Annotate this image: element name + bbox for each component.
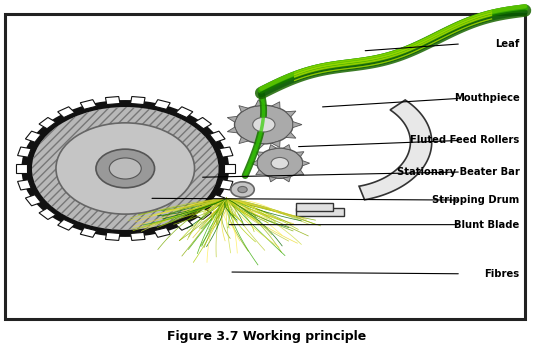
Polygon shape [227,116,237,122]
Polygon shape [296,170,304,175]
Bar [39,208,56,219]
Polygon shape [269,145,277,150]
FancyBboxPatch shape [5,14,525,319]
Text: Leaf: Leaf [495,39,520,49]
Circle shape [253,117,275,132]
Polygon shape [283,177,290,182]
Bar [209,195,225,206]
Polygon shape [255,143,264,150]
Text: Stripping Drum: Stripping Drum [432,195,520,205]
Bar [224,164,235,173]
Polygon shape [227,127,237,133]
Bar [131,232,145,240]
Polygon shape [239,137,248,144]
Polygon shape [250,161,257,166]
Polygon shape [296,152,304,157]
Circle shape [257,148,303,178]
Text: Mouthpiece: Mouthpiece [454,93,520,103]
Bar [80,100,96,109]
Polygon shape [256,152,264,157]
Bar [18,147,31,157]
Text: Fluted Feed Rollers: Fluted Feed Rollers [410,135,520,145]
Polygon shape [286,132,296,138]
Bar [154,100,170,109]
Bar [195,208,212,219]
Text: Figure 3.7 Working principle: Figure 3.7 Working principle [167,330,366,344]
Polygon shape [359,100,432,200]
Circle shape [271,158,288,169]
Bar [176,219,193,230]
Polygon shape [286,111,296,117]
Circle shape [56,123,195,214]
Bar [220,180,233,190]
Bar [106,232,120,240]
Polygon shape [283,145,290,150]
Circle shape [235,105,293,144]
Bar [131,97,145,105]
Polygon shape [272,141,280,147]
Text: Stationary Beater Bar: Stationary Beater Bar [397,167,520,177]
Bar [209,131,225,142]
Circle shape [109,158,141,179]
Polygon shape [293,121,302,128]
Circle shape [238,186,247,193]
Polygon shape [256,170,264,175]
Bar [296,203,333,211]
Bar [106,97,120,105]
Bar [16,164,27,173]
Circle shape [231,182,254,197]
Bar [26,195,41,206]
Bar [176,107,193,118]
Bar [80,228,96,237]
Circle shape [96,149,155,188]
Bar [195,118,212,129]
Polygon shape [269,177,277,182]
Bar [154,228,170,237]
Circle shape [32,107,219,230]
Bar [58,107,75,118]
Polygon shape [239,106,248,112]
Bar [39,118,56,129]
Text: Blunt Blade: Blunt Blade [455,220,520,230]
Bar [18,180,31,190]
Polygon shape [272,102,280,108]
Text: Fibres: Fibres [484,269,520,279]
Circle shape [21,100,229,237]
Bar [26,131,41,142]
Polygon shape [255,100,264,106]
Bar [58,219,75,230]
Bar [220,147,233,157]
Bar [296,208,344,216]
Polygon shape [302,161,310,166]
